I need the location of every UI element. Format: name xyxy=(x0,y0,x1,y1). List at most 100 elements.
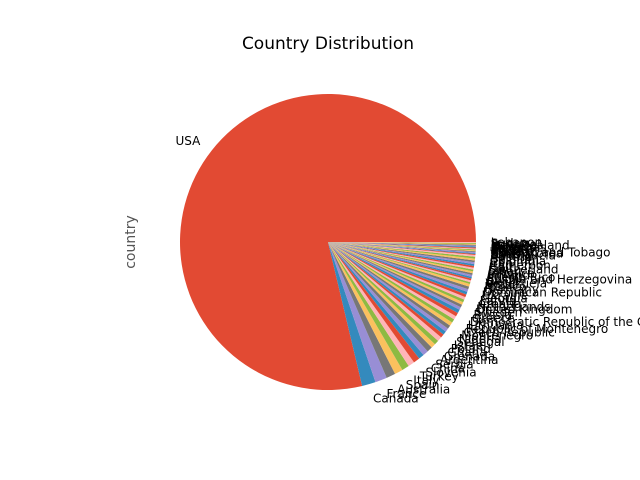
slice-label: Ghana xyxy=(447,346,486,360)
slice-label: Israel xyxy=(454,338,487,352)
slice-label: Bosnia and Herzegovina xyxy=(487,272,633,286)
slice-label: Saint Lucia xyxy=(490,249,556,263)
slice-label: Russia xyxy=(474,308,513,322)
slice-label: Georgia xyxy=(481,291,528,305)
slice-label: Venezuela xyxy=(486,276,548,290)
slice-label: Congo xyxy=(491,245,529,259)
slice-label: Senegal xyxy=(456,335,504,349)
pie-slice xyxy=(328,242,473,277)
pie-slice xyxy=(328,242,476,249)
slice-label: Switzerland xyxy=(489,262,559,276)
slice-label: Greece xyxy=(472,311,515,325)
pie-slice xyxy=(328,242,476,250)
slice-label: Cameroon xyxy=(489,258,551,272)
pie-slice xyxy=(328,242,444,338)
slice-label: Australia xyxy=(397,382,450,396)
pie-slice xyxy=(328,242,476,246)
pie-slice xyxy=(328,242,470,290)
slice-label: Brazil xyxy=(485,278,519,292)
pie-slice xyxy=(328,242,420,363)
pie-slice xyxy=(328,242,466,300)
pie-slices xyxy=(180,93,477,390)
slice-label: Latvia xyxy=(480,294,517,308)
slice-label: Iran xyxy=(489,256,512,270)
pie-slice xyxy=(328,242,475,265)
slice-label: Lithuania xyxy=(468,318,524,332)
slice-label: Turkey xyxy=(419,370,459,384)
y-axis-label: country xyxy=(123,215,139,269)
slice-label: Mali xyxy=(491,244,515,258)
slice-label: Finland xyxy=(487,268,530,282)
pie-slice xyxy=(328,242,442,341)
pie-slice xyxy=(328,242,476,255)
pie-slice xyxy=(328,242,470,287)
slice-label: Canada xyxy=(373,392,419,406)
pie-slice xyxy=(328,242,476,254)
pie-slice xyxy=(328,242,476,252)
pie-slice xyxy=(328,242,476,257)
pie-slice xyxy=(328,242,457,320)
slice-label: United Kingdom xyxy=(476,303,572,317)
pie-slice xyxy=(328,242,409,370)
pie-slice xyxy=(328,242,428,356)
slice-label: Croatia xyxy=(479,297,522,311)
slice-label: USA xyxy=(175,134,201,148)
slice-label: Dominican Republic xyxy=(483,286,602,300)
pie-slice xyxy=(328,242,435,348)
slice-label: Sweden xyxy=(475,305,522,319)
pie-slice xyxy=(328,242,387,383)
pie-slice xyxy=(328,242,476,248)
pie-slice xyxy=(328,242,476,261)
slice-label: Netherlands xyxy=(477,300,550,314)
pie-slice xyxy=(328,242,461,310)
slice-label: China xyxy=(431,361,465,375)
pie-slice xyxy=(328,242,476,253)
pie-slice xyxy=(328,242,467,298)
pie-slice xyxy=(328,242,451,329)
pie-slice xyxy=(180,93,476,390)
pie-slice xyxy=(328,242,476,244)
slice-label: New Zealand xyxy=(491,239,570,253)
pie-slice xyxy=(328,242,449,332)
pie-slice xyxy=(328,242,476,259)
pie-slice xyxy=(328,242,415,367)
pie-slice xyxy=(328,242,476,247)
slice-label: Democratic Republic of the Congo xyxy=(470,315,640,329)
slice-label: Mexico xyxy=(484,280,526,294)
slice-label: South Korea xyxy=(490,247,563,261)
pie-slice xyxy=(328,242,396,378)
slice-label: Jamaica xyxy=(487,266,535,280)
slice-label: Belize xyxy=(486,274,522,288)
slice-label: Sudan xyxy=(491,237,529,251)
slice-label: Haiti xyxy=(489,260,517,274)
slice-label: Argentina xyxy=(440,353,499,367)
slice-label: Republic of Montenegro xyxy=(466,322,609,336)
pie-slice xyxy=(328,242,446,335)
slice-label: Guinea xyxy=(491,240,534,254)
slice-label: Belgium xyxy=(490,252,539,266)
pie-slice xyxy=(328,242,424,359)
pie-slice xyxy=(328,242,453,326)
slice-label: Puerto Rico xyxy=(487,270,555,284)
pie-slice xyxy=(328,242,403,374)
slice-label: Serbia xyxy=(435,357,473,371)
pie-slice xyxy=(328,242,472,279)
pie-slice xyxy=(328,242,474,272)
pie-slice xyxy=(328,242,477,243)
slice-label: Bahamas xyxy=(491,241,547,255)
slice-label: Colombia xyxy=(490,254,546,268)
pie-slice xyxy=(328,242,476,251)
slice-label: Slovenia xyxy=(426,365,477,379)
pie-slice xyxy=(328,242,376,386)
pie-slice xyxy=(328,242,464,305)
pie-slice xyxy=(328,242,474,270)
pie-slice xyxy=(328,242,468,295)
pie-slice xyxy=(328,242,460,313)
pie-slice xyxy=(328,242,471,284)
pie-slice xyxy=(328,242,476,255)
pie-slice xyxy=(328,242,475,268)
pie-slice xyxy=(328,242,458,317)
slice-label: Ukraine xyxy=(482,288,528,302)
pie-slice xyxy=(328,242,474,274)
